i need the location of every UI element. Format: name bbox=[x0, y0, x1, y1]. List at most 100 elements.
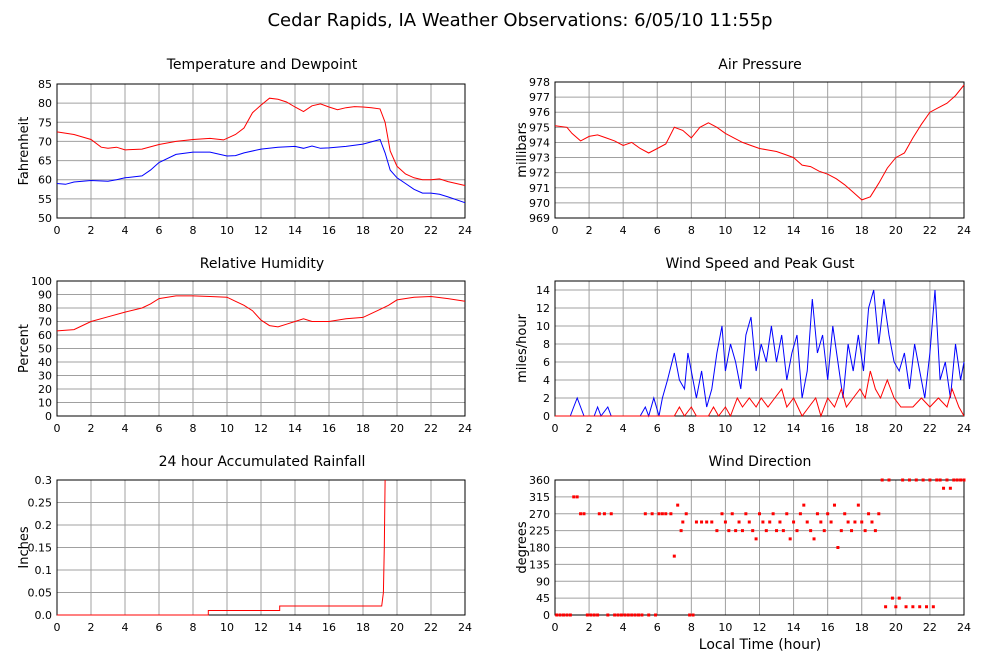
x-tick-label: 24 bbox=[458, 224, 472, 237]
scatter-point bbox=[744, 512, 748, 516]
x-tick-label: 24 bbox=[957, 224, 971, 237]
scatter-point bbox=[928, 478, 932, 482]
scatter-point bbox=[647, 613, 651, 617]
scatter-point bbox=[870, 520, 874, 524]
x-tick-label: 6 bbox=[156, 621, 163, 634]
scatter-point bbox=[904, 605, 908, 609]
scatter-point bbox=[778, 520, 782, 524]
x-tick-label: 10 bbox=[718, 422, 732, 435]
x-tick-label: 22 bbox=[424, 422, 438, 435]
x-tick-label: 14 bbox=[787, 224, 801, 237]
x-tick-label: 18 bbox=[855, 621, 869, 634]
scatter-point bbox=[684, 512, 688, 516]
scatter-point bbox=[751, 529, 755, 533]
scatter-point bbox=[758, 512, 761, 516]
y-tick-label: 70 bbox=[38, 135, 52, 148]
series-line bbox=[56, 295, 466, 332]
scatter-point bbox=[822, 529, 826, 533]
y-tick-label: 70 bbox=[38, 316, 52, 329]
scatter-point bbox=[672, 554, 676, 558]
y-tick-label: 0 bbox=[45, 410, 52, 423]
y-axis-label: Percent bbox=[17, 324, 32, 373]
scatter-point bbox=[925, 605, 929, 609]
x-tick-label: 6 bbox=[156, 422, 163, 435]
scatter-point bbox=[798, 512, 802, 516]
scatter-point bbox=[694, 520, 698, 524]
scatter-point bbox=[911, 605, 915, 609]
scatter-point bbox=[633, 613, 637, 617]
scatter-point bbox=[877, 512, 881, 516]
x-tick-label: 8 bbox=[688, 621, 695, 634]
x-tick-label: 0 bbox=[552, 224, 559, 237]
x-tick-label: 10 bbox=[718, 224, 732, 237]
scatter-point bbox=[959, 478, 963, 482]
scatter-point bbox=[562, 613, 566, 617]
plot-frame bbox=[554, 81, 965, 219]
x-tick-label: 22 bbox=[923, 422, 937, 435]
plot-frame bbox=[56, 479, 466, 616]
plot-frame bbox=[554, 280, 965, 417]
y-tick-label: 10 bbox=[536, 320, 550, 333]
x-tick-label: 4 bbox=[620, 422, 627, 435]
scatter-point bbox=[737, 520, 741, 524]
x-tick-label: 0 bbox=[54, 422, 61, 435]
x-tick-label: 16 bbox=[821, 224, 835, 237]
y-tick-label: 12 bbox=[536, 302, 550, 315]
figure-title: Cedar Rapids, IA Weather Observations: 6… bbox=[267, 10, 772, 31]
scatter-point bbox=[691, 613, 695, 617]
y-tick-label: 0.1 bbox=[35, 564, 53, 577]
scatter-point bbox=[727, 529, 731, 533]
x-tick-label: 14 bbox=[288, 422, 302, 435]
scatter-point bbox=[795, 529, 799, 533]
y-tick-label: 973 bbox=[529, 152, 550, 165]
scatter-point bbox=[781, 529, 785, 533]
x-tick-label: 12 bbox=[254, 224, 268, 237]
x-tick-label: 8 bbox=[190, 224, 197, 237]
scatter-point bbox=[955, 478, 959, 482]
scatter-point bbox=[723, 520, 727, 524]
scatter-point bbox=[921, 478, 925, 482]
x-tick-label: 22 bbox=[923, 224, 937, 237]
x-tick-label: 20 bbox=[390, 224, 404, 237]
scatter-point bbox=[901, 478, 905, 482]
y-tick-label: 90 bbox=[38, 289, 52, 302]
scatter-point bbox=[962, 478, 966, 482]
y-tick-label: 315 bbox=[529, 491, 550, 504]
x-tick-label: 0 bbox=[552, 422, 559, 435]
scatter-point bbox=[558, 613, 562, 617]
scatter-point bbox=[775, 529, 779, 533]
series-line bbox=[555, 370, 965, 418]
x-tick-label: 12 bbox=[753, 621, 767, 634]
scatter-point bbox=[730, 512, 734, 516]
y-tick-label: 270 bbox=[529, 508, 550, 521]
plot-frame bbox=[56, 280, 466, 417]
y-tick-label: 40 bbox=[38, 356, 52, 369]
y-axis-label: miles/hour bbox=[515, 313, 530, 382]
y-tick-label: 2 bbox=[543, 392, 550, 405]
scatter-point bbox=[654, 613, 658, 617]
plot-frame bbox=[554, 479, 965, 616]
scatter-point bbox=[606, 613, 610, 617]
y-tick-label: 85 bbox=[38, 78, 52, 91]
scatter-point bbox=[897, 596, 901, 600]
scatter-point bbox=[761, 520, 765, 524]
scatter-point bbox=[688, 613, 692, 617]
scatter-point bbox=[771, 512, 775, 516]
scatter-point bbox=[589, 613, 593, 617]
x-tick-label: 14 bbox=[787, 422, 801, 435]
y-tick-label: 80 bbox=[38, 302, 52, 315]
scatter-point bbox=[918, 605, 922, 609]
scatter-point bbox=[754, 537, 758, 541]
x-tick-label: 0 bbox=[552, 621, 559, 634]
x-tick-label: 16 bbox=[322, 422, 336, 435]
y-tick-label: 971 bbox=[529, 182, 550, 195]
scatter-point bbox=[613, 613, 617, 617]
y-tick-label: 60 bbox=[38, 174, 52, 187]
series-line bbox=[555, 289, 965, 418]
scatter-point bbox=[664, 512, 668, 516]
y-tick-label: 976 bbox=[529, 106, 550, 119]
scatter-point bbox=[884, 605, 888, 609]
scatter-point bbox=[829, 520, 833, 524]
